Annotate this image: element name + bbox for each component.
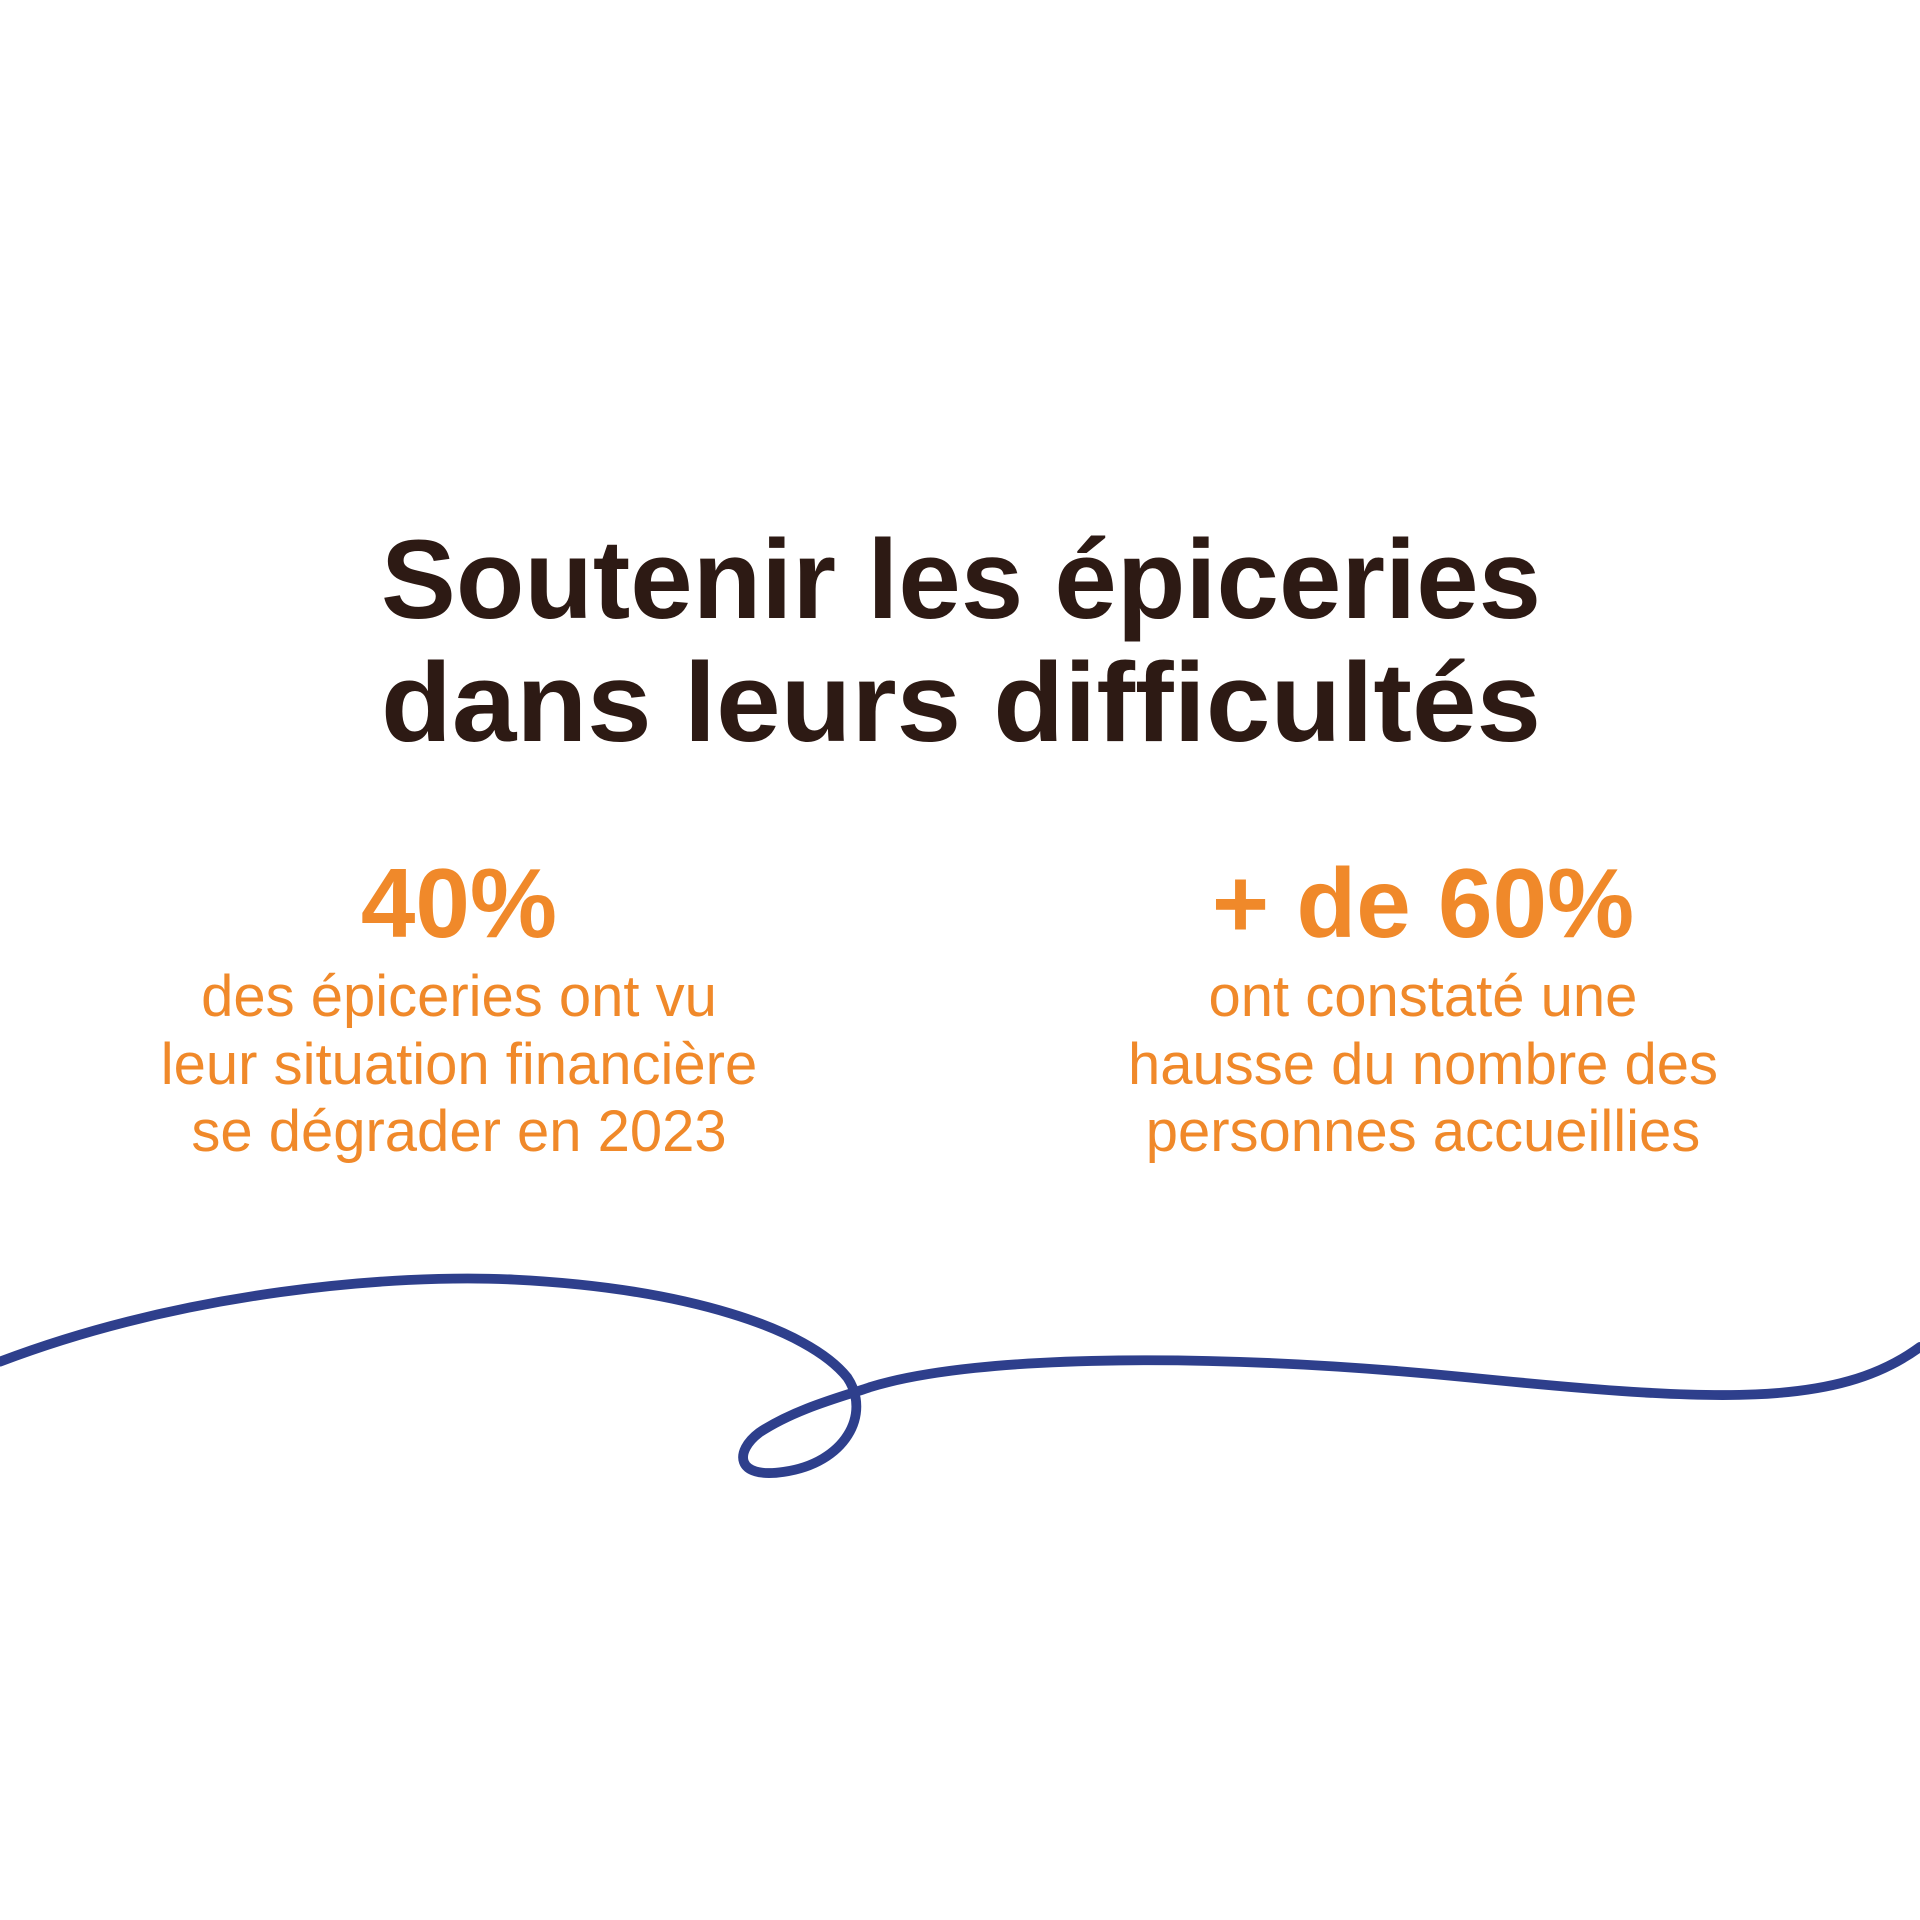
stat-description: personnes accueillies bbox=[1146, 1099, 1701, 1164]
decorative-curve bbox=[0, 1273, 1920, 1478]
title-line: dans leurs difficultés bbox=[381, 640, 1541, 765]
stat-figure: + de 60% bbox=[1212, 848, 1634, 958]
stat-description: hausse du nombre des bbox=[1128, 1032, 1718, 1097]
title-line: Soutenir les épiceries bbox=[381, 517, 1541, 642]
stat-description: leur situation financière bbox=[161, 1032, 757, 1097]
curve bbox=[0, 1273, 1920, 1478]
stat-description: des épiceries ont vu bbox=[201, 964, 717, 1029]
stat-figure: 40% bbox=[361, 848, 557, 958]
stat-description: ont constaté une bbox=[1209, 964, 1638, 1029]
stat-description: se dégrader en 2023 bbox=[191, 1099, 726, 1164]
